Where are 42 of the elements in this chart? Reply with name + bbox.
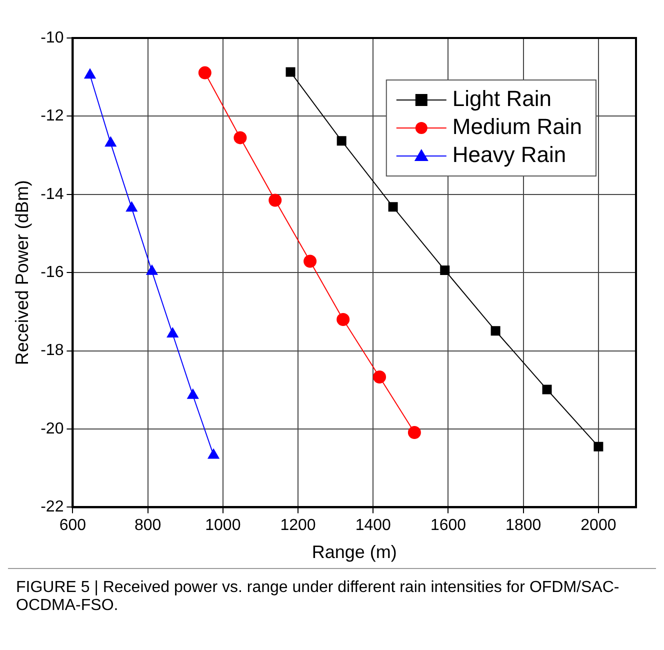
point [336, 136, 346, 146]
point [126, 202, 138, 212]
point [286, 67, 296, 77]
x-tick-label: 1200 [280, 517, 316, 534]
point [594, 442, 604, 452]
x-axis-title: Range (m) [312, 542, 397, 562]
y-axis-title: Received Power (dBm) [12, 180, 32, 366]
point [388, 202, 398, 212]
x-tick-label: 2000 [580, 517, 616, 534]
point [187, 388, 199, 399]
point [234, 131, 247, 144]
x-tick-label: 1000 [205, 517, 241, 534]
x-tick-label: 800 [134, 517, 162, 534]
point [104, 136, 116, 147]
legend-label: Heavy Rain [452, 142, 566, 168]
point [198, 66, 212, 80]
y-tick-label: -12 [40, 108, 64, 125]
y-tick-label: -20 [40, 420, 64, 438]
x-tick-label: 1800 [506, 517, 542, 534]
point [208, 448, 220, 459]
y-tick-label: -18 [40, 342, 64, 360]
x-tick-label: 1400 [355, 517, 392, 534]
y-tick-label: -22 [40, 498, 64, 516]
x-tick-label: 600 [59, 517, 86, 534]
legend-label: Light Rain [452, 86, 552, 112]
point [166, 327, 178, 338]
point [440, 266, 450, 275]
point [373, 370, 386, 384]
point [490, 326, 500, 336]
legend-label: Medium Rain [452, 114, 582, 140]
point [336, 313, 350, 326]
y-tick-label: -16 [40, 264, 64, 282]
y-tick-label: -14 [40, 186, 64, 203]
point [146, 264, 158, 275]
x-tick-label: 1600 [430, 517, 466, 534]
point [268, 194, 282, 207]
point [542, 384, 552, 394]
point [84, 68, 96, 79]
point [408, 426, 421, 440]
caption: FIGURE 5 | Received power vs. range under different rain intensities for OFDM/SAC-OCDMA-FSO. [8, 568, 656, 625]
point [304, 254, 317, 268]
y-tick-label: -10 [40, 29, 64, 46]
